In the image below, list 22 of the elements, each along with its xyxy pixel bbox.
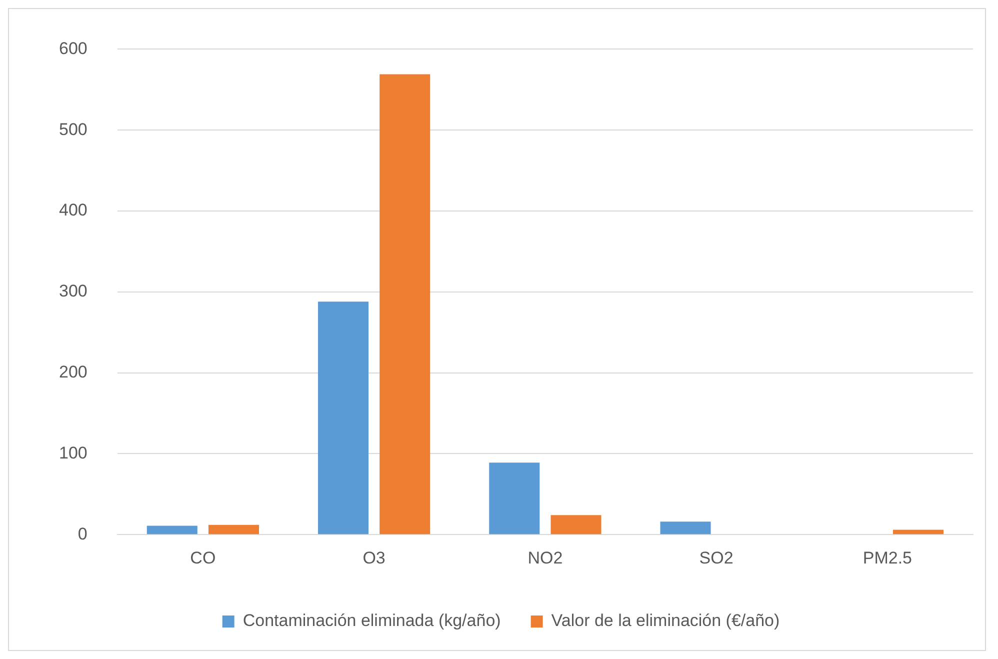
- bar: [892, 530, 944, 534]
- x-tick-label: CO: [190, 548, 216, 568]
- bar: [208, 524, 259, 534]
- bar: [550, 515, 602, 534]
- legend-label: Valor de la eliminación (€/año): [551, 611, 780, 630]
- y-tick-label: 0: [78, 524, 88, 544]
- y-tick-label: 300: [58, 282, 88, 301]
- x-tick-label: NO2: [528, 548, 563, 568]
- bar: [489, 462, 540, 534]
- bar: [318, 302, 369, 534]
- y-tick-label: 400: [58, 200, 88, 220]
- y-tick-label: 200: [58, 362, 88, 382]
- x-tick-label: O3: [362, 548, 386, 568]
- legend-label: Contaminación eliminada (kg/año): [242, 611, 501, 630]
- x-tick-label: SO2: [699, 548, 734, 568]
- y-tick-label: 600: [58, 38, 88, 58]
- y-tick-label: 500: [58, 120, 88, 139]
- y-tick-label: 100: [58, 443, 88, 462]
- bar: [660, 522, 711, 534]
- bar: [146, 526, 198, 534]
- x-tick-label: PM2.5: [862, 548, 912, 568]
- bar: [380, 74, 430, 534]
